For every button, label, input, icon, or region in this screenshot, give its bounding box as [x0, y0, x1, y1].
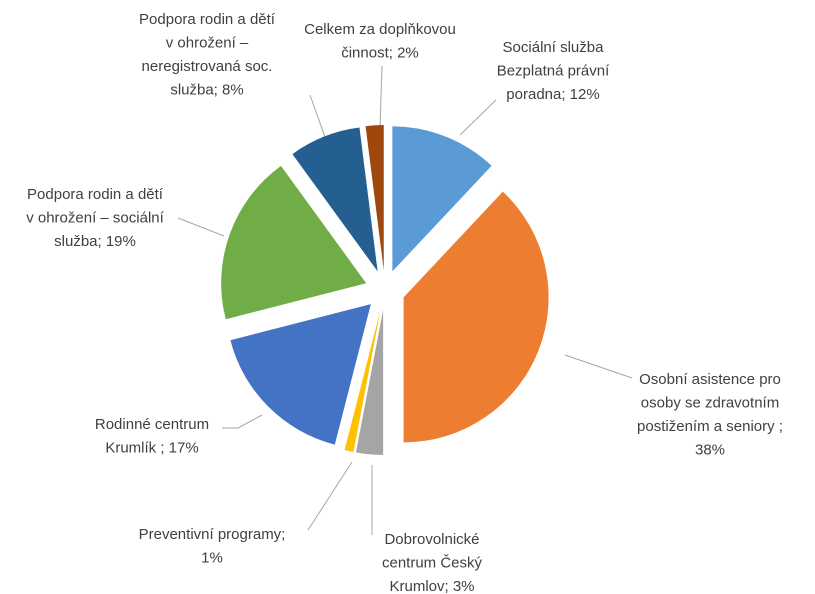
- data-label: poradna; 12%: [506, 86, 599, 103]
- pie-slice: [403, 191, 549, 443]
- data-label: činnost; 2%: [341, 44, 419, 61]
- pie-slice: [230, 304, 371, 445]
- data-label: Krumlov; 3%: [389, 578, 474, 594]
- data-label: v ohrožení – sociální: [26, 209, 164, 226]
- pie-slice: [392, 126, 492, 272]
- leader-line: [307, 461, 353, 531]
- data-label: Dobrovolnické: [384, 531, 479, 548]
- data-label: neregistrovaná soc.: [142, 58, 273, 75]
- data-label: služba; 19%: [54, 233, 136, 250]
- leader-line: [177, 217, 225, 237]
- leader-line: [309, 94, 327, 141]
- data-label: Bezplatná právní: [497, 62, 610, 79]
- data-label: Podpora rodin a dětí: [27, 186, 164, 203]
- pie-slice: [355, 309, 384, 455]
- pie-slice: [344, 309, 381, 452]
- data-label: Krumlík ; 17%: [105, 439, 198, 456]
- leader-line: [564, 354, 633, 379]
- leader-line: [379, 65, 383, 129]
- data-label: Podpora rodin a dětí: [139, 11, 276, 28]
- data-label: služba; 8%: [170, 81, 243, 98]
- pie-slice: [221, 165, 367, 320]
- data-label: Sociální služba: [503, 39, 605, 56]
- data-label: 1%: [201, 549, 223, 566]
- data-label: v ohrožení –: [166, 34, 249, 51]
- data-label: Osobní asistence pro: [639, 371, 781, 388]
- data-label: osoby se zdravotním: [641, 394, 779, 411]
- pie-slice: [365, 125, 384, 271]
- data-label: 38%: [695, 441, 725, 458]
- data-label: Rodinné centrum: [95, 416, 209, 433]
- data-label: centrum Český: [382, 554, 483, 571]
- leader-line: [459, 99, 497, 136]
- data-label: postižením a seniory ;: [637, 418, 783, 435]
- leader-line: [222, 414, 263, 429]
- pie-slice: [292, 127, 378, 272]
- data-label: Celkem za doplňkovou: [304, 21, 456, 38]
- data-label: Preventivní programy;: [139, 526, 286, 543]
- leader-lines: [177, 65, 633, 535]
